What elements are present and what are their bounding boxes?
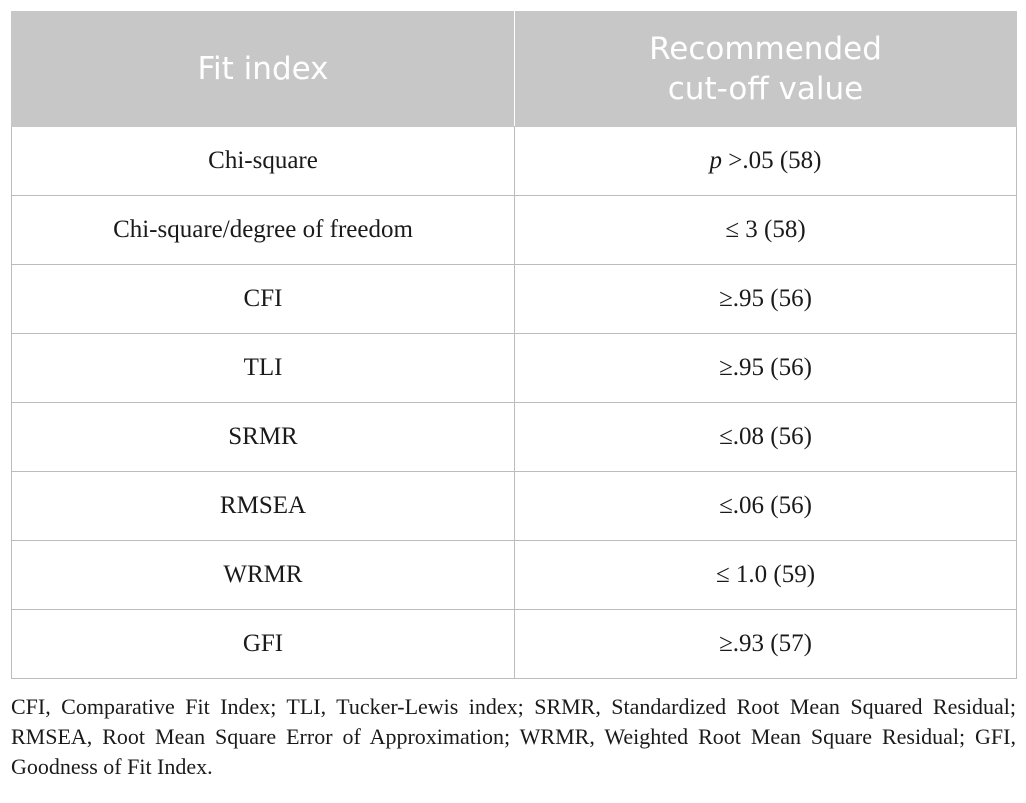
fit-index-cell: RMSEA xyxy=(11,471,515,541)
cutoff-value-cell: ≥.95 (56) xyxy=(514,264,1017,334)
table-row: Chi-square/degree of freedom ≤ 3 (58) xyxy=(11,195,1017,265)
cutoff-value-cell: p >.05 (58) xyxy=(514,126,1017,196)
cutoff-value-cell: ≤.06 (56) xyxy=(514,471,1017,541)
table-header-row: Fit index Recommended cut-off value xyxy=(11,11,1017,127)
cutoff-value-text: >.05 (58) xyxy=(722,147,822,174)
cutoff-value-cell: ≤ 1.0 (59) xyxy=(514,540,1017,610)
column-header-cutoff-value: Recommended cut-off value xyxy=(514,11,1017,127)
cutoff-value-cell: ≥.95 (56) xyxy=(514,333,1017,403)
fit-index-table: Fit index Recommended cut-off value Chi-… xyxy=(11,11,1017,679)
cutoff-value-prefix: p xyxy=(709,147,723,174)
table-row: CFI ≥.95 (56) xyxy=(11,264,1017,334)
cutoff-value-cell: ≤.08 (56) xyxy=(514,402,1017,472)
cutoff-value-cell: ≤ 3 (58) xyxy=(514,195,1017,265)
fit-index-cell: GFI xyxy=(11,609,515,679)
fit-index-cell: TLI xyxy=(11,333,515,403)
table-row: TLI ≥.95 (56) xyxy=(11,333,1017,403)
fit-index-cell: Chi-square/degree of freedom xyxy=(11,195,515,265)
table-row: Chi-square p >.05 (58) xyxy=(11,126,1017,196)
cutoff-value-cell: ≥.93 (57) xyxy=(514,609,1017,679)
table-row: GFI ≥.93 (57) xyxy=(11,609,1017,679)
table-container: Fit index Recommended cut-off value Chi-… xyxy=(11,11,1017,679)
table-row: RMSEA ≤.06 (56) xyxy=(11,471,1017,541)
fit-index-cell: SRMR xyxy=(11,402,515,472)
column-header-fit-index: Fit index xyxy=(11,11,515,127)
fit-index-cell: WRMR xyxy=(11,540,515,610)
table-row: WRMR ≤ 1.0 (59) xyxy=(11,540,1017,610)
fit-index-cell: CFI xyxy=(11,264,515,334)
table-row: SRMR ≤.08 (56) xyxy=(11,402,1017,472)
fit-index-cell: Chi-square xyxy=(11,126,515,196)
table-footnote: CFI, Comparative Fit Index; TLI, Tucker-… xyxy=(11,694,1016,779)
